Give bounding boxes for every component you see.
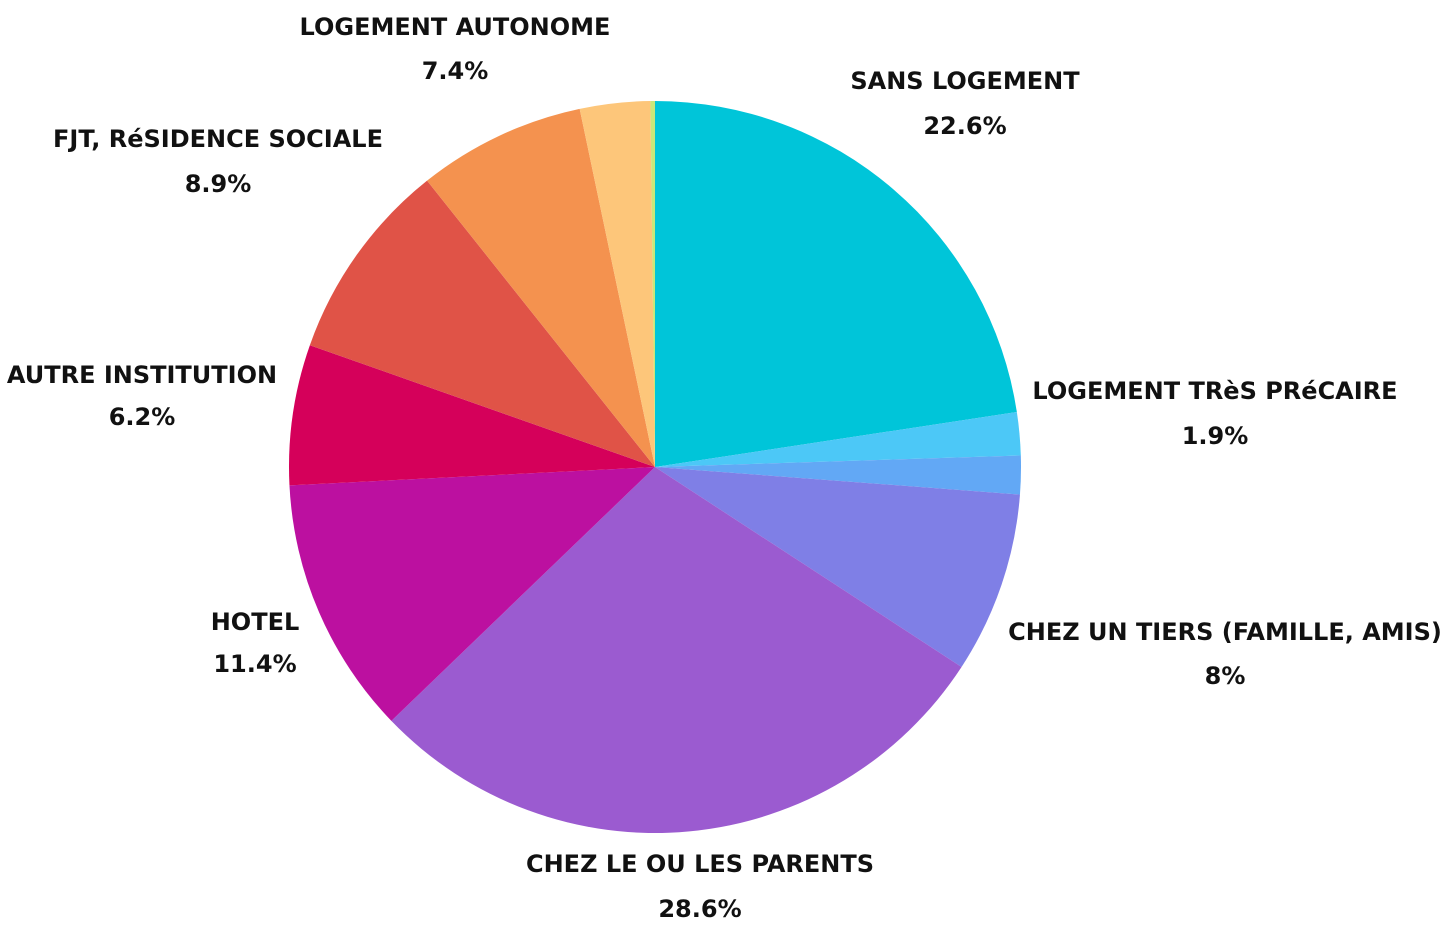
slice-label: CHEZ UN TIERS (FAMILLE, AMIS) <box>1008 618 1442 646</box>
pie-slice <box>655 455 1021 495</box>
slice-label: LOGEMENT AUTONOME <box>300 13 611 41</box>
pie-slice <box>309 180 655 467</box>
slice-label: SANS LOGEMENT <box>850 67 1080 95</box>
slice-value-label: 11.4% <box>213 650 296 678</box>
slice-value-label: 28.6% <box>658 895 741 923</box>
slice-label: AUTRE INSTITUTION <box>7 361 277 389</box>
pie-slice <box>655 467 1020 667</box>
pie-slice <box>427 108 655 467</box>
slice-value-label: 8.9% <box>185 170 252 198</box>
pie-slice <box>288 345 655 486</box>
slice-value-label: 22.6% <box>923 112 1006 140</box>
pie-slice <box>289 467 655 721</box>
slice-value-label: 6.2% <box>109 403 176 431</box>
slice-value-label: 8% <box>1205 662 1246 690</box>
pie-slice <box>579 101 655 467</box>
slice-value-label: 1.9% <box>1182 422 1249 450</box>
slice-label: LOGEMENT TRèS PRéCAIRE <box>1032 377 1397 405</box>
slice-value-label: 7.4% <box>422 57 489 85</box>
pie-slice <box>655 101 1017 467</box>
pie-slice <box>655 412 1021 467</box>
slice-label: CHEZ LE OU LES PARENTS <box>526 850 874 878</box>
pie-slice <box>391 467 962 833</box>
slice-label: FJT, RéSIDENCE SOCIALE <box>53 125 383 153</box>
pie-slice <box>650 101 655 467</box>
slice-label: HOTEL <box>211 608 300 636</box>
